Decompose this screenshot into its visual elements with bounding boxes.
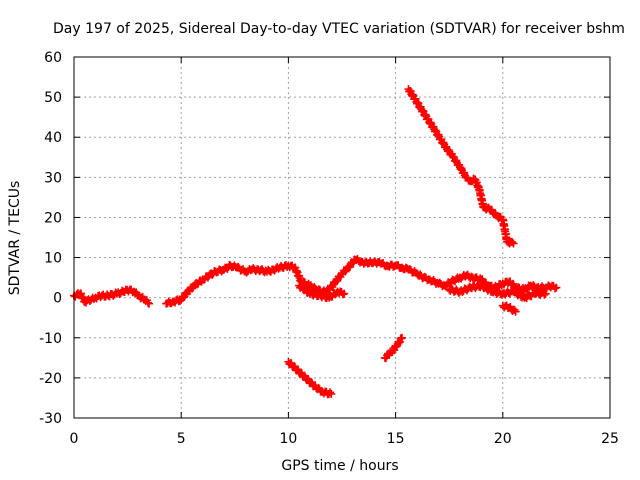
- data-point: [508, 238, 517, 247]
- y-axis-title: SDTVAR / TECUs: [7, 181, 23, 296]
- data-point: [143, 298, 152, 307]
- data-point: [326, 388, 335, 397]
- x-axis-title: GPS time / hours: [281, 458, 398, 474]
- x-tick-label: 10: [279, 431, 297, 447]
- data-point: [541, 289, 550, 298]
- data-point: [509, 239, 518, 248]
- x-tick-label: 25: [601, 431, 619, 447]
- chart-title: Day 197 of 2025, Sidereal Day-to-day VTE…: [53, 21, 625, 37]
- series-lower-band-evening: [295, 280, 550, 303]
- y-tick-label: 60: [44, 50, 62, 66]
- data-point: [398, 333, 407, 342]
- data-point: [340, 289, 349, 298]
- y-tick-label: 40: [44, 130, 62, 146]
- y-tick-label: 10: [44, 251, 62, 267]
- series-descending-arc-high: [404, 85, 518, 248]
- x-tick-label: 5: [177, 431, 186, 447]
- axis-ticks: 0 5 10 15 20 25 -30 -20 -10 0 10 20 30 40 50 60: [39, 50, 619, 447]
- series-short-arc-late: [498, 301, 520, 316]
- x-tick-label: 0: [70, 431, 79, 447]
- y-tick-label: 0: [53, 291, 62, 307]
- data-point: [540, 290, 549, 299]
- y-tick-label: 50: [44, 90, 62, 106]
- series-short-arc-low: [380, 333, 407, 363]
- data-point: [145, 299, 154, 308]
- data-point: [510, 306, 519, 315]
- data-point: [511, 307, 520, 316]
- data-point: [448, 152, 457, 161]
- series-main-arc: [70, 254, 561, 308]
- y-tick-label: -10: [39, 331, 62, 347]
- y-tick-label: 30: [44, 170, 62, 186]
- y-tick-label: 20: [44, 210, 62, 226]
- x-tick-label: 20: [494, 431, 512, 447]
- plot-frame: [73, 56, 611, 419]
- y-tick-label: -30: [39, 411, 62, 427]
- grid: [74, 57, 610, 418]
- series-descending-arc-low: [284, 357, 336, 399]
- data-markers: [70, 85, 561, 399]
- data-point: [552, 283, 561, 292]
- data-point: [327, 389, 336, 398]
- y-tick-label: -20: [39, 371, 62, 387]
- x-tick-label: 15: [387, 431, 405, 447]
